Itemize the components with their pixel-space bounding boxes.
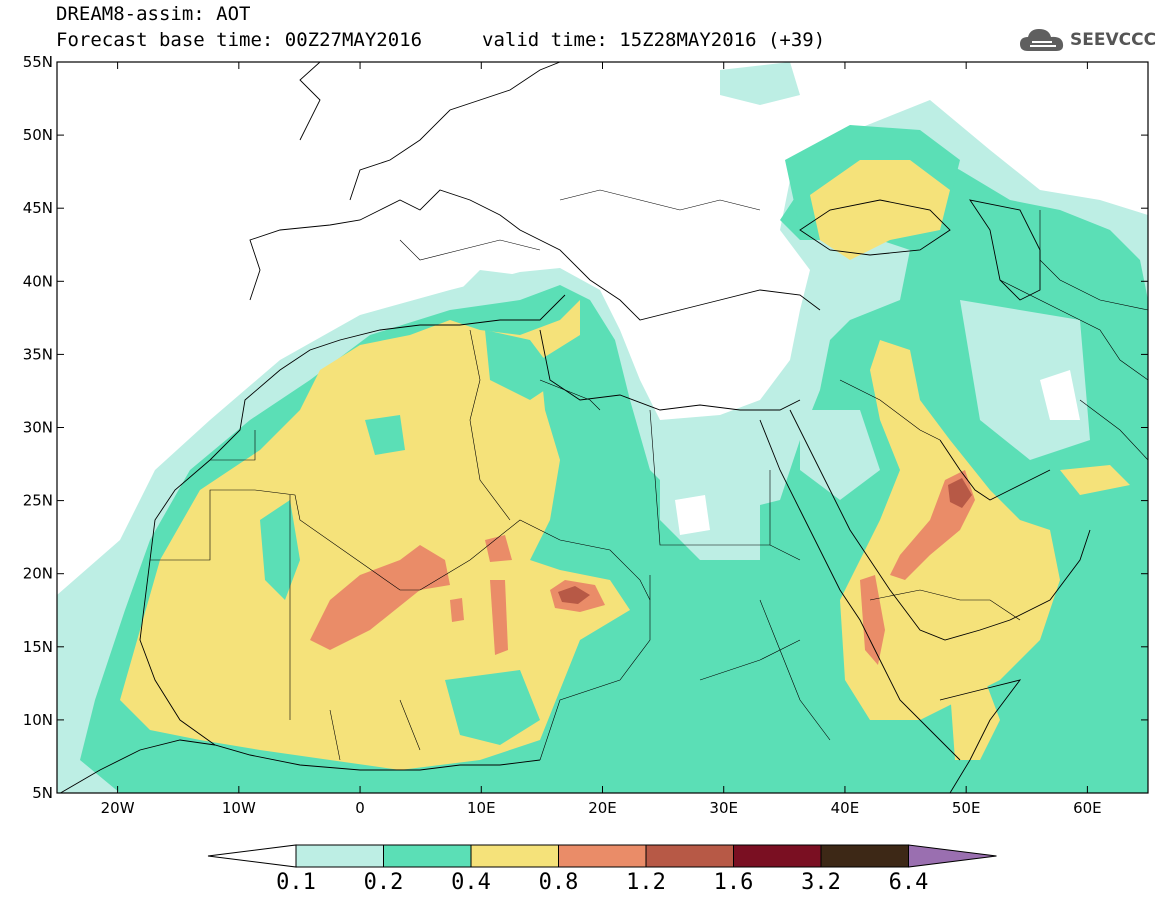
aot-field-0.8 xyxy=(490,580,508,655)
colorbar-level-label: 0.8 xyxy=(538,870,579,895)
aot-field-0.4 xyxy=(950,680,1000,760)
colorbar-swatch xyxy=(558,844,647,868)
colorbar-level-label: 0.2 xyxy=(363,870,404,895)
x-tick-label: 60E xyxy=(1073,799,1102,817)
colorbar-swatch xyxy=(470,844,559,868)
colorbar-level-label: 0.4 xyxy=(451,870,491,895)
colorbar-level-label: 6.4 xyxy=(888,870,929,895)
valid-time: valid time: 15Z28MAY2016 (+39) xyxy=(482,29,826,51)
aot-field-0.4 xyxy=(120,300,630,770)
x-axis-labels: 20W 10W 0 10E 20E 30E 40E 50E 60E xyxy=(101,799,1102,817)
aot-field-0.2 xyxy=(485,330,560,400)
x-tick-label: 10W xyxy=(222,799,256,817)
forecast-base-time: Forecast base time: 00Z27MAY2016 xyxy=(56,29,423,51)
coastlines xyxy=(59,62,1091,793)
x-tick-label: 10E xyxy=(467,799,496,817)
colorbar-swatch xyxy=(733,844,822,868)
map-title: DREAM8-assim: AOT xyxy=(56,3,251,25)
y-tick-label: 5N xyxy=(32,784,53,802)
aot-field-low xyxy=(800,410,880,500)
y-tick-label: 35N xyxy=(23,345,53,363)
aot-field-0.4 xyxy=(1060,465,1130,495)
colorbar-swatch xyxy=(645,844,734,868)
y-tick-label: 15N xyxy=(23,638,53,656)
aot-field-1.2 xyxy=(948,478,972,508)
aot-field-0.2 xyxy=(445,670,540,745)
aot-field-0.1 xyxy=(450,270,520,305)
aot-field-0.4 xyxy=(810,160,950,260)
y-tick-label: 10N xyxy=(23,711,53,729)
colorbar-level-label: 1.2 xyxy=(626,870,666,895)
x-tick-label: 20E xyxy=(588,799,617,817)
colorbar xyxy=(207,844,997,868)
aot-field-0.8 xyxy=(310,545,450,650)
aot-field-0.2 xyxy=(365,415,405,455)
x-tick-label: 0 xyxy=(355,799,365,817)
colorbar-level-label: 1.6 xyxy=(713,870,754,895)
colorbar-level-label: 0.1 xyxy=(276,870,316,895)
y-tick-label: 50N xyxy=(23,126,53,144)
colorbar-level-label: 3.2 xyxy=(801,870,841,895)
colorbar-swatch xyxy=(820,844,909,868)
y-tick-label: 55N xyxy=(23,53,53,71)
aot-field-0.8 xyxy=(485,535,512,562)
aot-field-low xyxy=(1040,370,1080,420)
aot-field-1.2 xyxy=(558,586,590,604)
aot-fields xyxy=(57,62,1148,793)
colorbar-swatch xyxy=(295,844,384,868)
aot-field-0.1 xyxy=(720,62,800,105)
country-borders xyxy=(150,189,1148,761)
seevccc-logo: SEEVCCC xyxy=(1018,24,1158,58)
y-tick-label: 25N xyxy=(23,492,53,510)
axis-ticks xyxy=(57,61,1148,794)
x-tick-label: 20W xyxy=(101,799,135,817)
x-tick-label: 30E xyxy=(709,799,738,817)
cloud-icon xyxy=(1020,29,1064,51)
logo-text: SEEVCCC xyxy=(1070,30,1157,50)
colorbar-swatch xyxy=(383,844,472,868)
y-axis-labels: 55N 50N 45N 40N 35N 30N 25N 20N 15N 10N 5N xyxy=(23,53,53,802)
y-tick-label: 30N xyxy=(23,419,53,437)
y-tick-label: 40N xyxy=(23,272,53,290)
colorbar-under-triangle xyxy=(207,844,297,868)
y-tick-label: 45N xyxy=(23,199,53,217)
aot-field-0.8 xyxy=(860,575,885,665)
aot-field-low xyxy=(675,495,710,535)
x-tick-label: 40E xyxy=(831,799,860,817)
colorbar-over-triangle xyxy=(908,844,997,868)
y-tick-label: 20N xyxy=(23,565,53,583)
x-tick-label: 50E xyxy=(952,799,981,817)
aot-field-0.8 xyxy=(450,598,464,622)
